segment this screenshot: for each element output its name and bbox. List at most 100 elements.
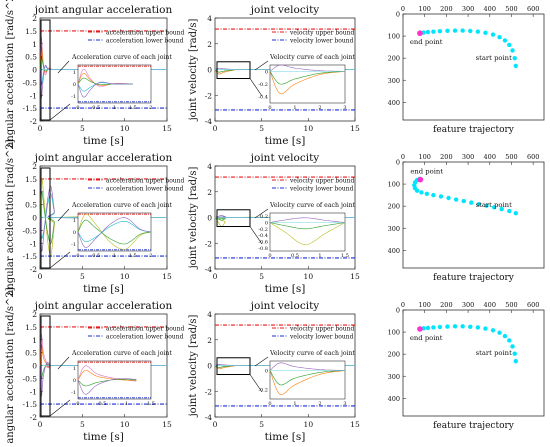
velocity-inset-xtick-label: 0.5 (291, 253, 299, 259)
acceleration-annotation: Acceleration curve of each joint (71, 350, 172, 357)
trajectory-xtick-label: 500 (505, 153, 517, 161)
velocity-legend-label: velocity upper bound (289, 178, 355, 185)
acceleration-inset-curve (77, 81, 133, 98)
trajectory-point (510, 48, 515, 53)
acceleration-inset-frame (77, 360, 152, 400)
velocity-highlight-box (216, 61, 251, 80)
acceleration-ytick-label: -1 (30, 239, 37, 248)
velocity-zoom-connector (249, 374, 263, 393)
trajectory-point (483, 30, 488, 35)
trajectory-ytick-label: 0 (396, 159, 400, 167)
trajectory-axes-frame (402, 309, 545, 417)
acceleration-inset-ytick-label: -1 (71, 242, 76, 248)
velocity-inset-curve (269, 370, 346, 386)
trajectory-point (513, 359, 518, 364)
acceleration-xtick-label: 15 (162, 272, 172, 281)
acceleration-inset-ytick-label: -1 (71, 390, 76, 396)
acceleration-xtick-label: 0 (38, 420, 43, 429)
velocity-xtick-label: 15 (350, 272, 360, 281)
trajectory-point (431, 29, 436, 34)
trajectory-xtick-label: 0 (401, 5, 405, 13)
trajectory-point (475, 29, 481, 34)
velocity-inset-xtick-label: 2 (318, 105, 321, 111)
acceleration-xtick-label: 5 (80, 124, 85, 133)
velocity-xtick-label: 15 (350, 420, 360, 429)
acceleration-panel: joint angular acceleration21.510.50-0.5-… (5, 139, 185, 295)
acceleration-inset-xtick-label: 1 (113, 105, 116, 111)
velocity-xtick-label: 5 (259, 124, 264, 133)
acceleration-ytick-label: 1 (32, 40, 37, 49)
trajectory-point (490, 32, 496, 37)
velocity-ytick-label: 2 (207, 188, 212, 197)
velocity-inset-ytick-label: -0.8 (258, 246, 268, 252)
velocity-inset-xtick-label: 0 (268, 401, 271, 407)
trajectory-point (452, 28, 458, 33)
velocity-title: joint velocity (249, 152, 320, 164)
trajectory-point (431, 192, 436, 198)
acceleration-ytick-label: 1 (32, 188, 37, 197)
trajectory-xtick-label: 400 (484, 301, 496, 309)
acceleration-ytick-label: -1.5 (23, 252, 38, 261)
trajectory-ytick-label: 100 (388, 33, 400, 41)
trajectory-xtick-label: 500 (505, 301, 517, 309)
acceleration-title: joint angular acceleration (33, 152, 173, 164)
trajectory-ytick-label: 0 (396, 11, 400, 19)
acceleration-title: joint angular acceleration (33, 4, 173, 16)
acceleration-inset-ytick-label: 0 (73, 82, 76, 88)
acceleration-ytick-label: 1.5 (25, 175, 37, 184)
velocity-inset-xtick-label: 1 (293, 105, 296, 111)
acceleration-xtick-label: 10 (120, 272, 130, 281)
velocity-xtick-label: 10 (304, 124, 314, 133)
trajectory-panel: 0 100 200 300 400 500 600 0 100 200 300 400 feature … (388, 5, 545, 135)
acceleration-panel: joint angular acceleration21.510.50-0.5-… (5, 0, 185, 148)
trajectory-end-label: end point (410, 168, 443, 176)
trajectory-ytick-label: 100 (388, 181, 400, 189)
acceleration-ytick-label: -2 (30, 117, 38, 126)
acceleration-ytick-label: 1.5 (25, 27, 37, 36)
velocity-xtick-label: 5 (259, 272, 264, 281)
trajectory-point (476, 201, 482, 207)
acceleration-zoom-connector (49, 399, 71, 417)
trajectory-point (460, 324, 465, 329)
trajectory-ytick-label: 400 (388, 99, 400, 107)
acceleration-ytick-label: -0.5 (23, 374, 38, 383)
velocity-ytick-label: -2 (205, 239, 213, 248)
trajectory-point (425, 29, 431, 35)
velocity-title: joint velocity (249, 300, 320, 312)
acceleration-inset-curve (77, 378, 137, 387)
velocity-inset-curve (269, 362, 345, 371)
acceleration-legend-label: acceleration lower bound (106, 186, 184, 193)
velocity-ytick-label: 4 (207, 310, 212, 319)
trajectory-xtick-label: 600 (527, 153, 539, 161)
trajectory-point (431, 325, 436, 330)
velocity-ytick-label: -2 (205, 91, 213, 100)
trajectory-point (483, 326, 488, 331)
trajectory-point (468, 28, 473, 34)
velocity-ytick-label: -4 (205, 117, 213, 126)
figure-row-1: joint angular acceleration21.510.50-0.5-… (5, 0, 545, 148)
trajectory-point (507, 208, 512, 214)
acceleration-inset-xtick-label: 2 (149, 105, 152, 111)
velocity-xlabel: time [s] (265, 283, 306, 295)
acceleration-ytick-label: -1.5 (23, 400, 38, 409)
acceleration-xtick-label: 0 (38, 124, 43, 133)
acceleration-xlabel: time [s] (83, 135, 124, 147)
velocity-inset-ytick-label: 0 (265, 221, 268, 227)
acceleration-inset-curve (77, 378, 137, 395)
trajectory-ytick-label: 300 (388, 77, 400, 85)
trajectory-xtick-label: 600 (527, 5, 539, 13)
acceleration-xlabel: time [s] (83, 431, 124, 443)
acceleration-inset-ytick-label: -1 (71, 94, 76, 100)
acceleration-inset-xtick-label: 0 (76, 105, 79, 111)
acceleration-inset-curve (77, 220, 152, 242)
trajectory-point (502, 38, 508, 43)
trajectory-start-label: start point (476, 201, 512, 209)
acceleration-xtick-label: 15 (162, 124, 172, 133)
trajectory-point (490, 328, 496, 333)
trajectory-end-label: end point (410, 38, 443, 46)
acceleration-legend-label: acceleration lower bound (106, 38, 184, 45)
velocity-inset-curve (269, 217, 346, 223)
velocity-ylabel: joint velocity [rad/s] (188, 18, 199, 121)
